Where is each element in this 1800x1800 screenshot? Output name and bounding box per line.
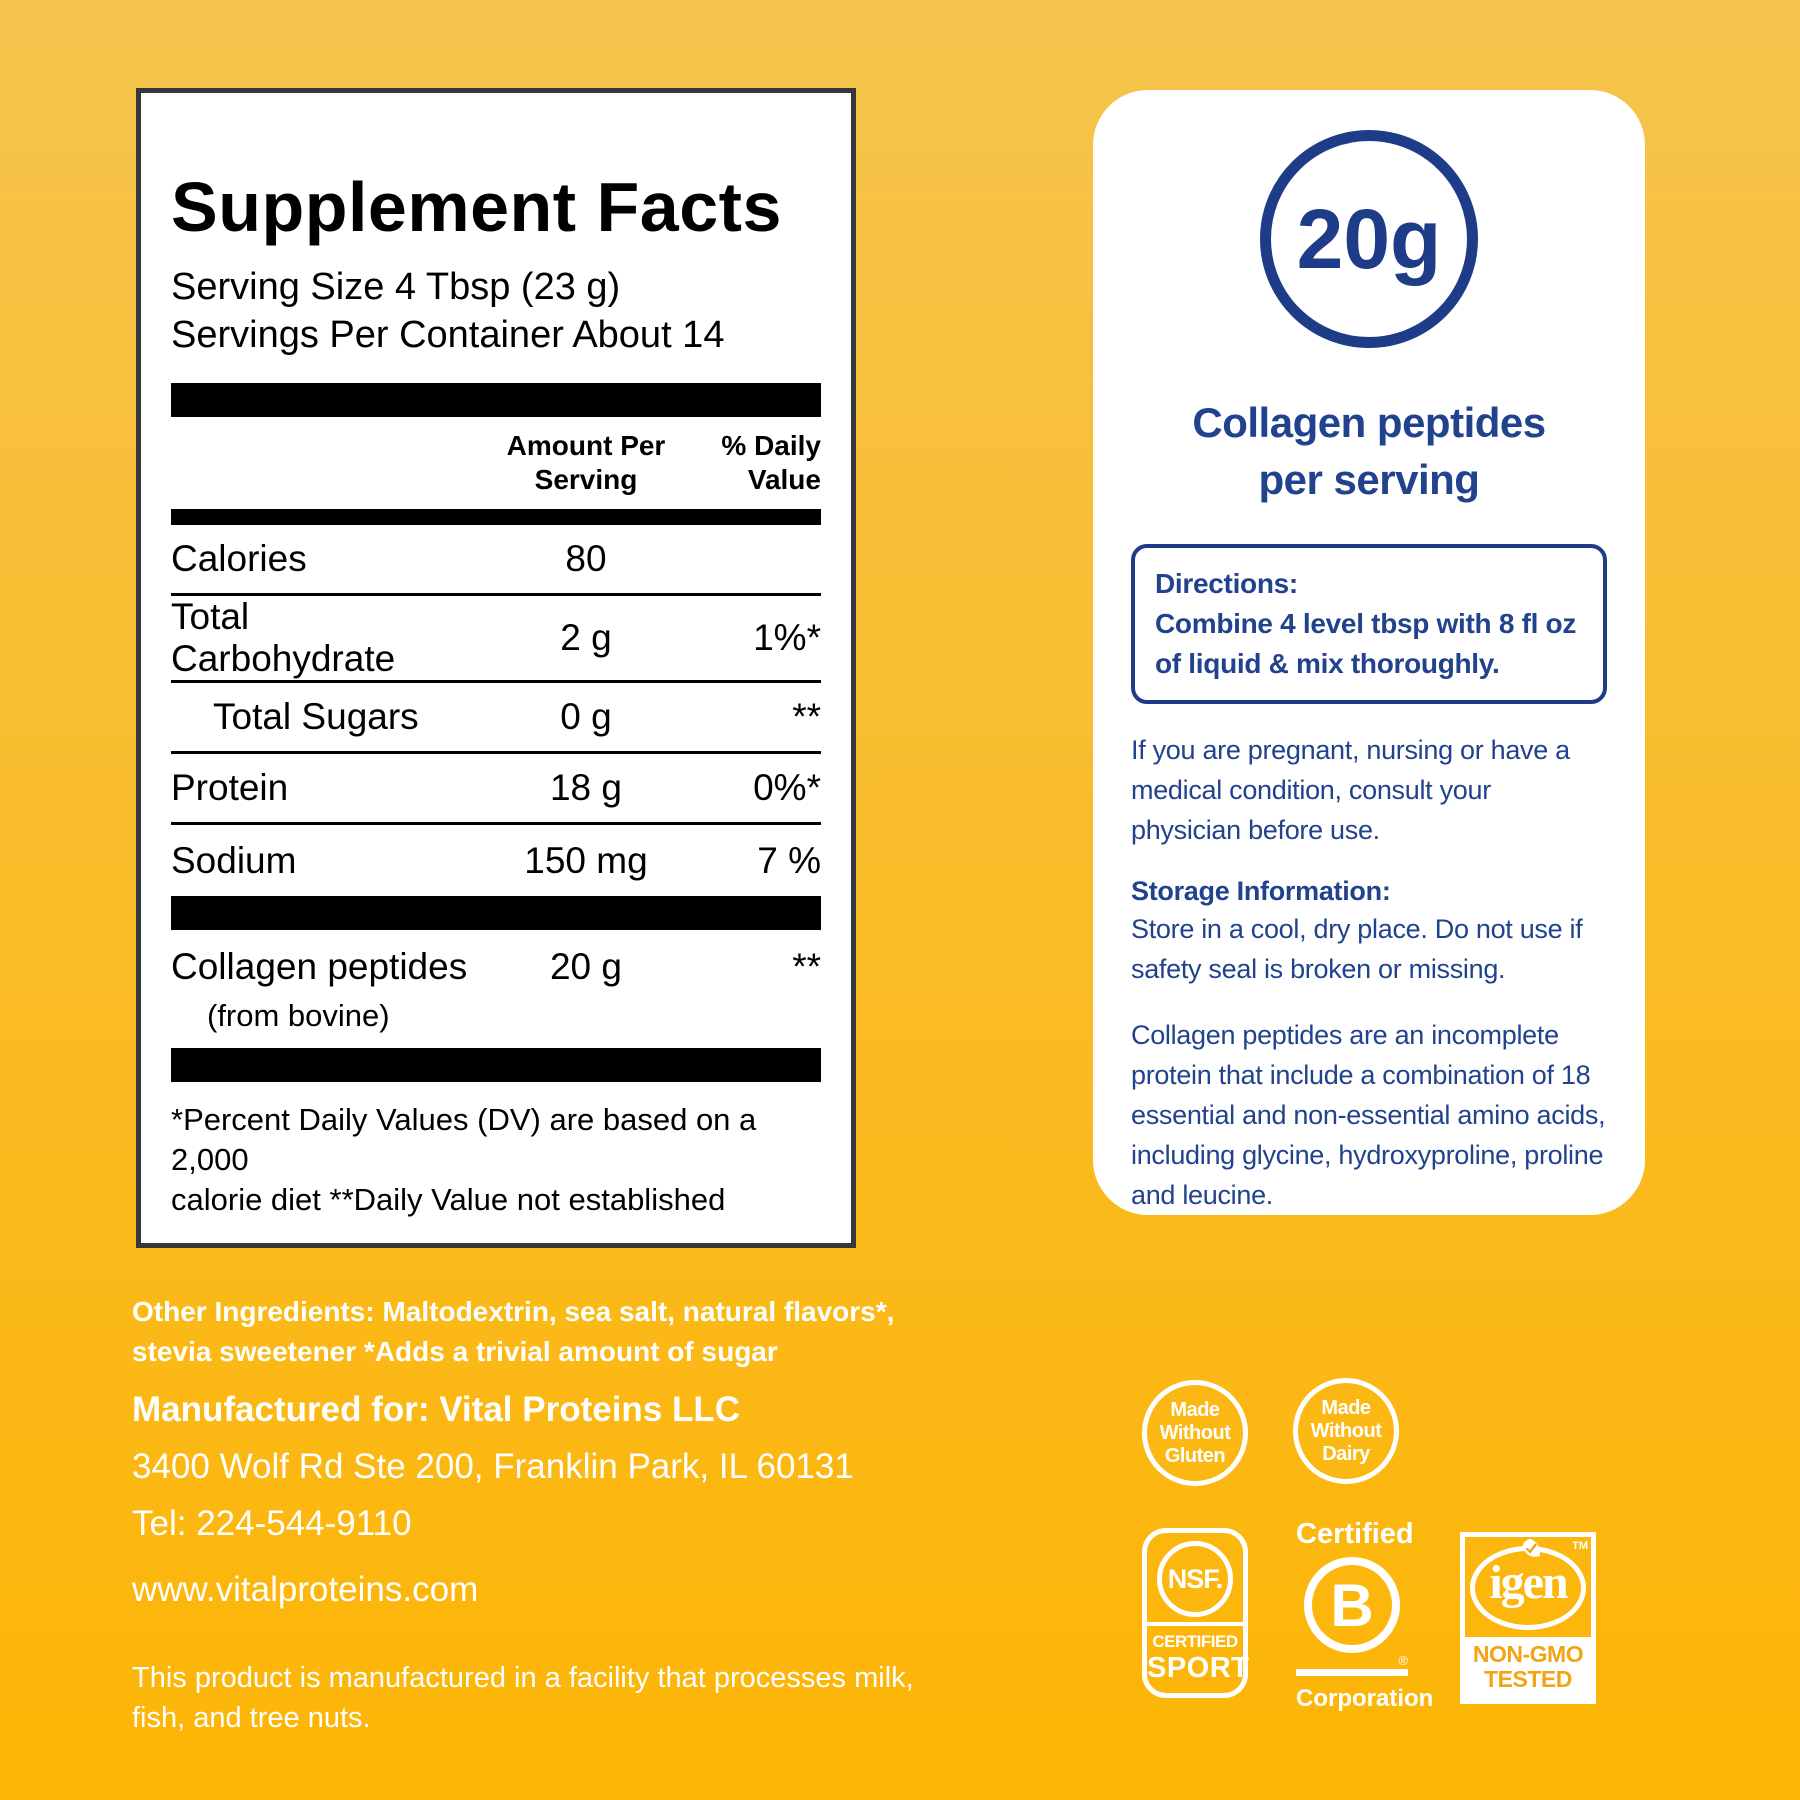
made-without-gluten-badge: Made Without Gluten xyxy=(1142,1380,1248,1486)
table-row-protein: Protein 18 g 0%* xyxy=(171,754,821,825)
nutrient-dv: 0%* xyxy=(753,767,821,808)
nutrient-dv: ** xyxy=(792,946,821,987)
bcorp-letter: B xyxy=(1330,1571,1374,1639)
badge-text-line: Dairy xyxy=(1322,1442,1370,1465)
collagen-caption: Collagen peptides per serving xyxy=(1131,394,1607,508)
daily-value-header: % Daily Value xyxy=(721,430,821,495)
address: 3400 Wolf Rd Ste 200, Franklin Park, IL … xyxy=(132,1447,854,1486)
nsf-logo-icon: NSF. xyxy=(1157,1541,1233,1617)
nutrient-amount: 20 g xyxy=(549,946,622,987)
facility-line2: fish, and tree nuts. xyxy=(132,1702,371,1734)
nutrient-label: Protein xyxy=(171,767,289,808)
nutrient-label: Collagen peptides xyxy=(171,946,468,987)
caption-line1: Collagen peptides xyxy=(1192,399,1546,446)
bcorp-corporation-text: Corporation xyxy=(1296,1685,1434,1712)
nutrient-amount: 150 mg xyxy=(524,839,648,881)
footnote-line2: calorie diet **Daily Value not establish… xyxy=(171,1182,726,1217)
supplement-facts-title: Supplement Facts xyxy=(171,168,782,246)
website: www.vitalproteins.com xyxy=(132,1570,479,1609)
directions-box: Directions: Combine 4 level tbsp with 8 … xyxy=(1131,544,1607,704)
bcorp-underline xyxy=(1296,1669,1408,1676)
b-corp-badge: Certified B ® Corporation xyxy=(1296,1518,1434,1713)
collagen-label-wrap: Collagen peptides (from bovine) xyxy=(171,946,481,1034)
badge-text-line: Gluten xyxy=(1164,1444,1226,1467)
leaf-icon xyxy=(1523,1538,1541,1557)
serving-size: Serving Size 4 Tbsp (23 g) xyxy=(171,266,621,308)
made-without-dairy-badge: Made Without Dairy xyxy=(1293,1378,1399,1484)
trademark-mark: TM xyxy=(1572,1540,1588,1552)
collagen-info-panel: 20g Collagen peptides per serving Direct… xyxy=(1093,90,1645,1215)
dairy-badge-text: Made Without Dairy xyxy=(1311,1397,1382,1466)
collagen-amount-value: 20g xyxy=(1296,191,1442,286)
header-spacer xyxy=(171,429,481,497)
other-ingredients-line1: Other Ingredients: Maltodextrin, sea sal… xyxy=(132,1296,895,1327)
caption-line2: per serving xyxy=(1258,456,1480,503)
directions-title: Directions: xyxy=(1155,568,1298,599)
igen-wordmark: igen xyxy=(1489,1556,1568,1609)
other-ingredients: Other Ingredients: Maltodextrin, sea sal… xyxy=(132,1292,992,1372)
divider-bar xyxy=(171,896,821,930)
badge-text-line: Made xyxy=(1321,1396,1371,1419)
divider-bar xyxy=(171,1048,821,1082)
nsf-certified-text: CERTIFIED xyxy=(1152,1632,1238,1651)
facility-line1: This product is manufactured in a facili… xyxy=(132,1662,914,1694)
divider-bar xyxy=(171,383,821,417)
table-row-sugars: Total Sugars 0 g ** xyxy=(171,683,821,754)
registered-mark: ® xyxy=(1398,1653,1408,1668)
nsf-divider xyxy=(1147,1622,1243,1626)
amino-acids-info: Collagen peptides are an incomplete prot… xyxy=(1131,1020,1606,1210)
nutrient-amount: 18 g xyxy=(549,767,622,808)
footer-info: Other Ingredients: Maltodextrin, sea sal… xyxy=(132,1292,992,1738)
table-row-calories: Calories 80 xyxy=(171,525,821,596)
manufactured-for: Manufactured for: Vital Proteins LLC xyxy=(132,1390,741,1429)
non-gmo-line: NON-GMO xyxy=(1472,1641,1584,1667)
directions-body: Combine 4 level tbsp with 8 fl oz of liq… xyxy=(1155,608,1577,679)
badge-text-line: Without xyxy=(1310,1419,1382,1442)
nutrient-amount: 0 g xyxy=(560,696,612,737)
facility-allergen-notice: This product is manufactured in a facili… xyxy=(132,1658,992,1738)
igen-logo-area: igen TM xyxy=(1465,1537,1591,1637)
nsf-sport-text: SPORT xyxy=(1147,1652,1250,1684)
table-row-collagen-peptides: Collagen peptides (from bovine) 20 g ** xyxy=(171,930,821,1048)
supplement-facts-panel: Supplement Facts Serving Size 4 Tbsp (23… xyxy=(136,88,856,1248)
table-row-sodium: Sodium 150 mg 7 % xyxy=(171,825,821,896)
gluten-badge-text: Made Without Gluten xyxy=(1160,1399,1231,1468)
daily-value-footnote: *Percent Daily Values (DV) are based on … xyxy=(171,1100,821,1220)
divider-bar xyxy=(171,509,821,525)
nutrient-label: Sodium xyxy=(171,839,297,881)
nutrient-label: Total Sugars xyxy=(213,696,419,737)
nsf-certified-sport-badge: NSF. CERTIFIED SPORT xyxy=(1142,1528,1250,1698)
collagen-amount-circle: 20g xyxy=(1260,130,1478,348)
amount-per-serving-header: Amount Per Serving xyxy=(506,430,666,495)
badge-text-line: Without xyxy=(1159,1421,1231,1444)
bcorp-b-icon: B xyxy=(1304,1557,1400,1653)
nsf-logo-text: NSF. xyxy=(1167,1563,1224,1594)
storage-title: Storage Information: xyxy=(1131,876,1391,906)
badge-text-line: Made xyxy=(1170,1398,1220,1421)
footnote-line1: *Percent Daily Values (DV) are based on … xyxy=(171,1102,757,1177)
phone: Tel: 224-544-9110 xyxy=(132,1504,412,1543)
bcorp-certified-text: Certified xyxy=(1296,1518,1414,1550)
nutrient-amount: 80 xyxy=(565,538,607,579)
tested-line: TESTED xyxy=(1484,1666,1572,1692)
other-ingredients-line2: stevia sweetener *Adds a trivial amount … xyxy=(132,1336,778,1367)
storage-body: Store in a cool, dry place. Do not use i… xyxy=(1131,914,1583,984)
nutrient-label: Total Carbohydrate xyxy=(171,596,396,679)
nutrient-label: Calories xyxy=(171,538,307,579)
servings-per-container: Servings Per Container About 14 xyxy=(171,314,725,356)
table-row-carbohydrate: Total Carbohydrate 2 g 1%* xyxy=(171,596,821,683)
table-header: Amount Per Serving % Daily Value xyxy=(171,417,821,509)
nutrient-sublabel: (from bovine) xyxy=(207,998,390,1033)
non-gmo-tested-text: NON-GMO TESTED xyxy=(1465,1637,1591,1699)
pregnancy-warning: If you are pregnant, nursing or have a m… xyxy=(1131,735,1570,845)
nutrient-dv: 7 % xyxy=(757,839,821,881)
nutrient-amount: 2 g xyxy=(560,617,612,658)
nutrient-dv: ** xyxy=(792,696,821,737)
igen-non-gmo-badge: igen TM NON-GMO TESTED xyxy=(1460,1532,1596,1704)
nutrient-dv: 1%* xyxy=(753,617,821,658)
